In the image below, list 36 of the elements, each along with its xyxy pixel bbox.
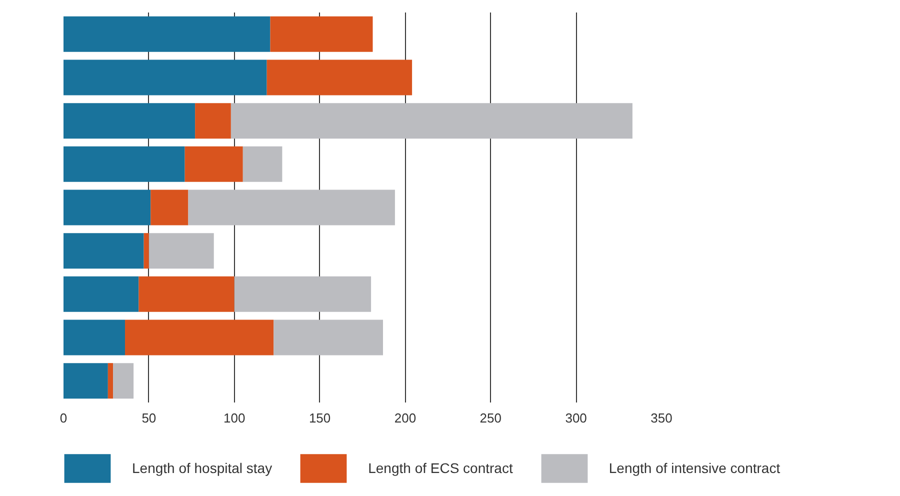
bar [64, 60, 267, 96]
bar [64, 146, 185, 182]
bar [64, 190, 151, 226]
bar [242, 146, 282, 182]
bar [138, 276, 234, 312]
bar [113, 363, 134, 399]
bar [64, 16, 270, 52]
bar [125, 320, 274, 356]
legend-label: Length of ECS contract [368, 460, 513, 476]
bar [230, 103, 632, 139]
x-tick-label: 150 [308, 410, 331, 426]
bar [144, 233, 149, 269]
bar [150, 190, 188, 226]
x-tick-label: 250 [480, 410, 502, 426]
bar [64, 233, 144, 269]
x-tick-label: 0 [60, 410, 68, 426]
bar [64, 363, 108, 399]
bar [64, 320, 126, 356]
legend-label: Length of intensive contract [608, 460, 780, 476]
x-tick-label: 350 [650, 410, 672, 426]
bar [64, 276, 139, 312]
bar [274, 320, 384, 356]
bar [148, 233, 214, 269]
bar [266, 60, 412, 96]
legend-label: Length of hospital stay [132, 460, 272, 476]
bar [64, 103, 196, 139]
x-tick-label: 100 [224, 410, 246, 426]
bar [184, 146, 243, 182]
bar [234, 276, 372, 312]
bar [188, 190, 395, 226]
x-tick-label: 200 [394, 410, 416, 426]
x-tick-label: 300 [565, 410, 587, 426]
x-tick-label: 50 [142, 410, 156, 426]
bar [270, 16, 373, 52]
bar [195, 103, 231, 139]
bar [108, 363, 114, 399]
